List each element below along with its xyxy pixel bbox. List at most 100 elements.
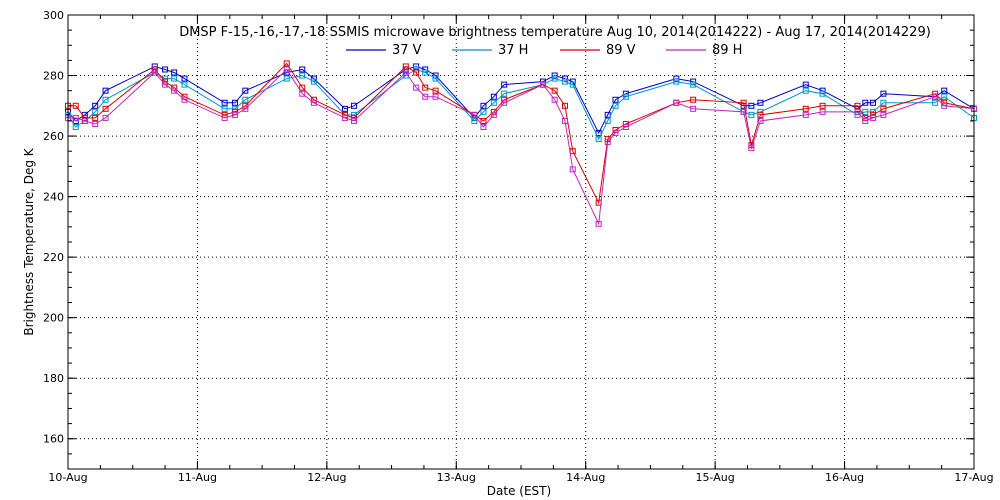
data-point — [310, 99, 317, 106]
data-point — [819, 108, 826, 115]
x-tick-label: 13-Aug — [437, 471, 476, 484]
x-tick-label: 11-Aug — [178, 471, 217, 484]
legend-label: 89 V — [606, 43, 636, 58]
y-tick-label: 180 — [43, 372, 64, 385]
x-tick-label: 17-Aug — [954, 471, 993, 484]
data-point — [569, 166, 576, 173]
data-point — [351, 102, 358, 109]
data-point — [242, 96, 249, 103]
data-point — [551, 96, 558, 103]
data-point — [802, 105, 809, 112]
data-point — [299, 66, 306, 73]
data-point — [171, 75, 178, 82]
data-point — [802, 81, 809, 88]
data-point — [171, 87, 178, 94]
data-point — [221, 114, 228, 121]
data-point — [231, 111, 238, 118]
data-point — [932, 99, 939, 106]
series-line — [67, 65, 975, 135]
data-point — [102, 96, 109, 103]
data-point — [490, 93, 497, 100]
data-point — [310, 78, 317, 85]
data-point — [92, 102, 99, 109]
data-point — [299, 90, 306, 97]
data-point — [422, 93, 429, 100]
data-point — [501, 90, 508, 97]
data-point — [862, 99, 869, 106]
grid-lines — [68, 15, 974, 469]
data-point — [941, 87, 948, 94]
data-point — [92, 114, 99, 121]
data-point — [501, 81, 508, 88]
data-point — [595, 220, 602, 227]
data-point — [748, 145, 755, 152]
y-tick-label: 200 — [43, 312, 64, 325]
data-point — [299, 72, 306, 79]
data-point — [880, 111, 887, 118]
chart-title: DMSP F-15,-16,-17,-18 SSMIS microwave br… — [179, 25, 931, 40]
data-point — [490, 99, 497, 106]
data-point — [341, 105, 348, 112]
series-line — [68, 68, 975, 226]
data-point — [501, 96, 508, 103]
data-point — [880, 99, 887, 106]
data-point — [854, 102, 861, 109]
data-point — [490, 111, 497, 118]
data-point — [673, 75, 680, 82]
data-point — [854, 108, 861, 115]
y-tick-label: 300 — [43, 9, 64, 22]
data-point — [604, 111, 611, 118]
x-tick-label: 10-Aug — [48, 471, 87, 484]
series-line — [67, 68, 975, 141]
data-point — [221, 105, 228, 112]
data-point — [480, 102, 487, 109]
data-point — [480, 108, 487, 115]
data-point — [690, 96, 697, 103]
data-point — [819, 87, 826, 94]
data-point — [569, 81, 576, 88]
data-point — [102, 87, 109, 94]
series-89-h — [65, 66, 977, 227]
data-point — [102, 105, 109, 112]
data-point — [941, 93, 948, 100]
data-point — [72, 117, 79, 124]
data-point — [283, 75, 290, 82]
data-point — [283, 66, 290, 73]
x-tick-label: 12-Aug — [307, 471, 346, 484]
data-point — [471, 111, 478, 118]
data-point — [604, 117, 611, 124]
data-point — [341, 114, 348, 121]
data-point — [562, 78, 569, 85]
data-point — [432, 75, 439, 82]
data-point — [551, 87, 558, 94]
data-point — [151, 69, 158, 76]
data-point — [802, 87, 809, 94]
data-point — [81, 117, 88, 124]
series-layer — [65, 60, 977, 227]
data-point — [612, 96, 619, 103]
data-point — [612, 130, 619, 137]
data-point — [92, 120, 99, 127]
data-point — [740, 108, 747, 115]
data-point — [562, 75, 569, 82]
data-point — [551, 75, 558, 82]
data-point — [432, 87, 439, 94]
data-point — [540, 81, 547, 88]
data-point — [422, 69, 429, 76]
data-point — [690, 81, 697, 88]
data-point — [181, 96, 188, 103]
data-point — [72, 102, 79, 109]
data-point — [748, 111, 755, 118]
data-point — [562, 117, 569, 124]
data-point — [870, 114, 877, 121]
data-point — [221, 99, 228, 106]
data-point — [862, 108, 869, 115]
data-point — [622, 123, 629, 130]
data-point — [870, 99, 877, 106]
data-point — [748, 102, 755, 109]
data-point — [819, 102, 826, 109]
data-point — [862, 117, 869, 124]
data-point — [501, 99, 508, 106]
data-point — [941, 102, 948, 109]
